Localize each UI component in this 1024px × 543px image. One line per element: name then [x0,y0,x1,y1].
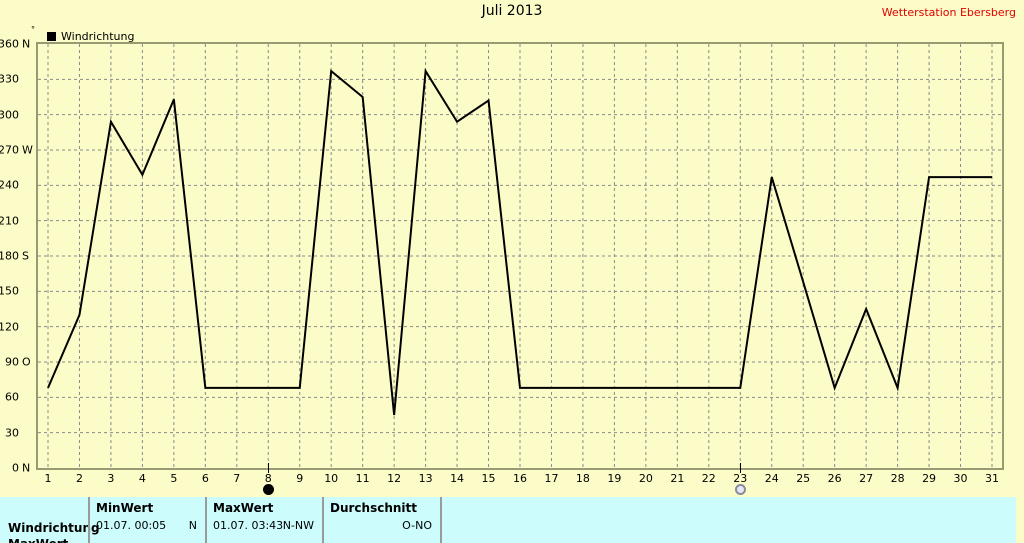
table-value-1: N-NW [282,519,314,532]
x-tick-label-29: 29 [922,472,937,485]
x-tick-label-24: 24 [764,472,779,485]
x-tick-label-22: 22 [701,472,716,485]
x-tick-label-27: 27 [859,472,874,485]
x-tick-label-25: 25 [796,472,811,485]
x-tick-label-5: 5 [170,472,178,485]
table-header-minwert: MinWert [96,501,154,515]
x-tick-label-1: 1 [44,472,52,485]
x-tick-label-11: 11 [355,472,370,485]
x-tick-label-15: 15 [481,472,496,485]
x-tick-label-31: 31 [985,472,999,485]
legend-label-windrichtung: Windrichtung [61,30,135,43]
x-tick-label-4: 4 [138,472,146,485]
table-date-1: 01.07. 03:43 [213,519,284,532]
page-title: Juli 2013 [481,3,543,19]
x-axis: 1 2 3 4 5 6 7 8 9 10 11 12 13 14 15 16 17 18 19 20 21 22 23 24 2… [36,472,1004,490]
table-divider-end [440,497,442,543]
x-tick-label-8: 8 [264,472,272,485]
x-tick-label-10: 10 [324,472,339,485]
x-tick-label-13: 13 [418,472,433,485]
legend-swatch-windrichtung [47,32,56,41]
data-layer [38,44,1002,468]
x-tick-label-20: 20 [638,472,653,485]
cursor-marker-day-8 [263,484,275,495]
y-tick-label-120: 120 [0,320,19,334]
cursor-marker-day-23 [735,484,747,495]
x-tick-label-19: 19 [607,472,622,485]
series-line-windrichtung [48,71,992,415]
x-tick-label-3: 3 [107,472,115,485]
table-value-2: O-NO [402,519,432,532]
legend: Windrichtung [47,30,134,43]
y-tick-label-360: 360 N [0,37,31,51]
stats-row-label: Windrichtung [8,521,100,535]
y-axis: 0 N 30 60 90 O 120 150 180 S 210 240 270 W 300 330 360 N [0,38,34,475]
station-label: Wetterstation Ebersberg [881,6,1016,19]
x-tick-label-6: 6 [201,472,209,485]
table-divider-1 [205,497,207,543]
y-tick-label-300: 300 [0,108,19,122]
table-header-maxwert: MaxWert [213,501,274,515]
x-tick-label-16: 16 [513,472,527,485]
x-tick-label-26: 26 [827,472,842,485]
grid-layer [38,44,1002,468]
y-tick-label-330: 330 [0,72,19,86]
unit-symbol: ° [31,25,35,34]
cursor-tick-day-8 [268,463,270,473]
x-tick-label-30: 30 [953,472,968,485]
y-tick-label-210: 210 [0,214,19,228]
x-tick-label-2: 2 [75,472,83,485]
x-tick-label-17: 17 [544,472,559,485]
x-tick-label-7: 7 [233,472,241,485]
stats-table: Windrichtung MaxWert MinWert 01.07. 00:05… [0,497,1016,543]
x-tick-label-18: 18 [575,472,590,485]
y-tick-label-180: 180 S [0,249,29,263]
y-tick-label-270: 270 W [0,143,33,157]
x-tick-label-23: 23 [733,472,748,485]
x-tick-label-9: 9 [296,472,304,485]
y-tick-label-30: 30 [5,426,19,440]
x-tick-label-14: 14 [450,472,465,485]
table-header-durchschnitt: Durchschnitt [330,501,418,515]
y-tick-label-240: 240 [0,178,19,192]
table-value-0: N [188,519,197,532]
y-tick-label-60: 60 [5,390,19,404]
cursor-tick-day-23 [740,463,742,473]
stats-clipped-row-label: MaxWert [8,537,68,543]
table-divider-2 [322,497,324,543]
plot-area [36,42,1004,470]
x-tick-label-12: 12 [387,472,402,485]
table-divider-0 [88,497,90,543]
table-date-0: 01.07. 00:05 [96,519,167,532]
y-tick-label-90: 90 O [5,355,31,369]
x-tick-label-21: 21 [670,472,685,485]
x-tick-label-28: 28 [890,472,905,485]
y-tick-label-150: 150 [0,284,19,298]
